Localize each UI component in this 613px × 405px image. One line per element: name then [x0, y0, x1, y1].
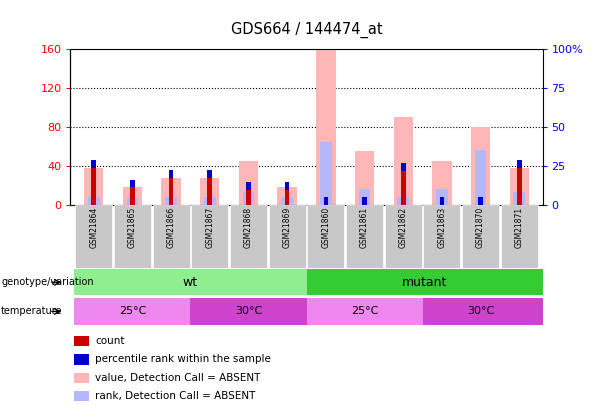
- Text: GDS664 / 144474_at: GDS664 / 144474_at: [230, 22, 383, 38]
- Bar: [169, 177, 173, 205]
- Text: 30°C: 30°C: [467, 307, 494, 316]
- Bar: [127, 197, 138, 205]
- Bar: [478, 197, 483, 205]
- Bar: [359, 189, 370, 205]
- Bar: [514, 192, 525, 205]
- FancyBboxPatch shape: [307, 205, 345, 268]
- Bar: [362, 197, 367, 205]
- Bar: [432, 161, 452, 205]
- Bar: [74, 391, 89, 401]
- Text: mutant: mutant: [402, 276, 447, 289]
- Bar: [394, 117, 413, 205]
- FancyBboxPatch shape: [384, 205, 422, 268]
- Bar: [74, 269, 306, 295]
- Bar: [517, 168, 522, 205]
- Text: 30°C: 30°C: [235, 307, 262, 316]
- Bar: [166, 197, 177, 205]
- Bar: [74, 354, 89, 364]
- Bar: [130, 179, 135, 188]
- Text: wt: wt: [183, 276, 198, 289]
- Bar: [475, 150, 486, 205]
- Text: GSM21867: GSM21867: [205, 207, 215, 248]
- Bar: [517, 160, 522, 168]
- Text: 25°C: 25°C: [119, 307, 146, 316]
- Bar: [281, 197, 293, 205]
- Text: GSM21860: GSM21860: [321, 207, 330, 248]
- Text: GSM21870: GSM21870: [476, 207, 485, 248]
- Bar: [74, 336, 89, 346]
- Bar: [285, 190, 289, 205]
- Bar: [91, 160, 96, 168]
- Text: rank, Detection Call = ABSENT: rank, Detection Call = ABSENT: [95, 391, 256, 401]
- Bar: [204, 197, 216, 205]
- Bar: [509, 168, 529, 205]
- FancyBboxPatch shape: [424, 205, 460, 268]
- Bar: [246, 183, 251, 190]
- Bar: [123, 188, 142, 205]
- Bar: [320, 143, 332, 205]
- FancyBboxPatch shape: [191, 205, 229, 268]
- FancyBboxPatch shape: [114, 205, 151, 268]
- Bar: [397, 197, 409, 205]
- Text: value, Detection Call = ABSENT: value, Detection Call = ABSENT: [95, 373, 261, 383]
- Bar: [285, 183, 289, 190]
- FancyBboxPatch shape: [268, 205, 306, 268]
- Text: GSM21862: GSM21862: [398, 207, 408, 248]
- Bar: [436, 189, 447, 205]
- Bar: [355, 151, 374, 205]
- Text: GSM21869: GSM21869: [283, 207, 292, 248]
- Bar: [191, 298, 306, 324]
- FancyBboxPatch shape: [462, 205, 499, 268]
- FancyBboxPatch shape: [153, 205, 189, 268]
- Bar: [200, 177, 219, 205]
- Bar: [74, 373, 89, 383]
- Bar: [324, 197, 328, 205]
- FancyBboxPatch shape: [346, 205, 383, 268]
- Bar: [88, 197, 99, 205]
- Text: 25°C: 25°C: [351, 307, 378, 316]
- Bar: [316, 49, 335, 205]
- Bar: [207, 177, 212, 205]
- Bar: [401, 163, 406, 171]
- Bar: [84, 168, 104, 205]
- Text: GSM21864: GSM21864: [89, 207, 98, 248]
- Bar: [440, 197, 444, 205]
- Text: percentile rank within the sample: percentile rank within the sample: [95, 354, 271, 364]
- Bar: [130, 188, 135, 205]
- Text: GSM21861: GSM21861: [360, 207, 369, 248]
- Bar: [422, 298, 543, 324]
- Bar: [246, 190, 251, 205]
- Text: GSM21863: GSM21863: [438, 207, 446, 248]
- Bar: [161, 177, 181, 205]
- Bar: [243, 192, 254, 205]
- Text: genotype/variation: genotype/variation: [1, 277, 94, 287]
- Text: GSM21865: GSM21865: [128, 207, 137, 248]
- Bar: [207, 170, 212, 177]
- Bar: [74, 298, 191, 324]
- Text: GSM21871: GSM21871: [515, 207, 524, 248]
- FancyBboxPatch shape: [75, 205, 112, 268]
- Text: temperature: temperature: [1, 307, 63, 316]
- Bar: [306, 298, 422, 324]
- Bar: [239, 161, 258, 205]
- Bar: [471, 127, 490, 205]
- Text: count: count: [95, 336, 124, 346]
- FancyBboxPatch shape: [230, 205, 267, 268]
- FancyBboxPatch shape: [501, 205, 538, 268]
- Bar: [91, 168, 96, 205]
- Text: GSM21868: GSM21868: [244, 207, 253, 248]
- Bar: [401, 171, 406, 205]
- Bar: [306, 269, 543, 295]
- Bar: [278, 188, 297, 205]
- Text: GSM21866: GSM21866: [167, 207, 175, 248]
- Bar: [169, 170, 173, 177]
